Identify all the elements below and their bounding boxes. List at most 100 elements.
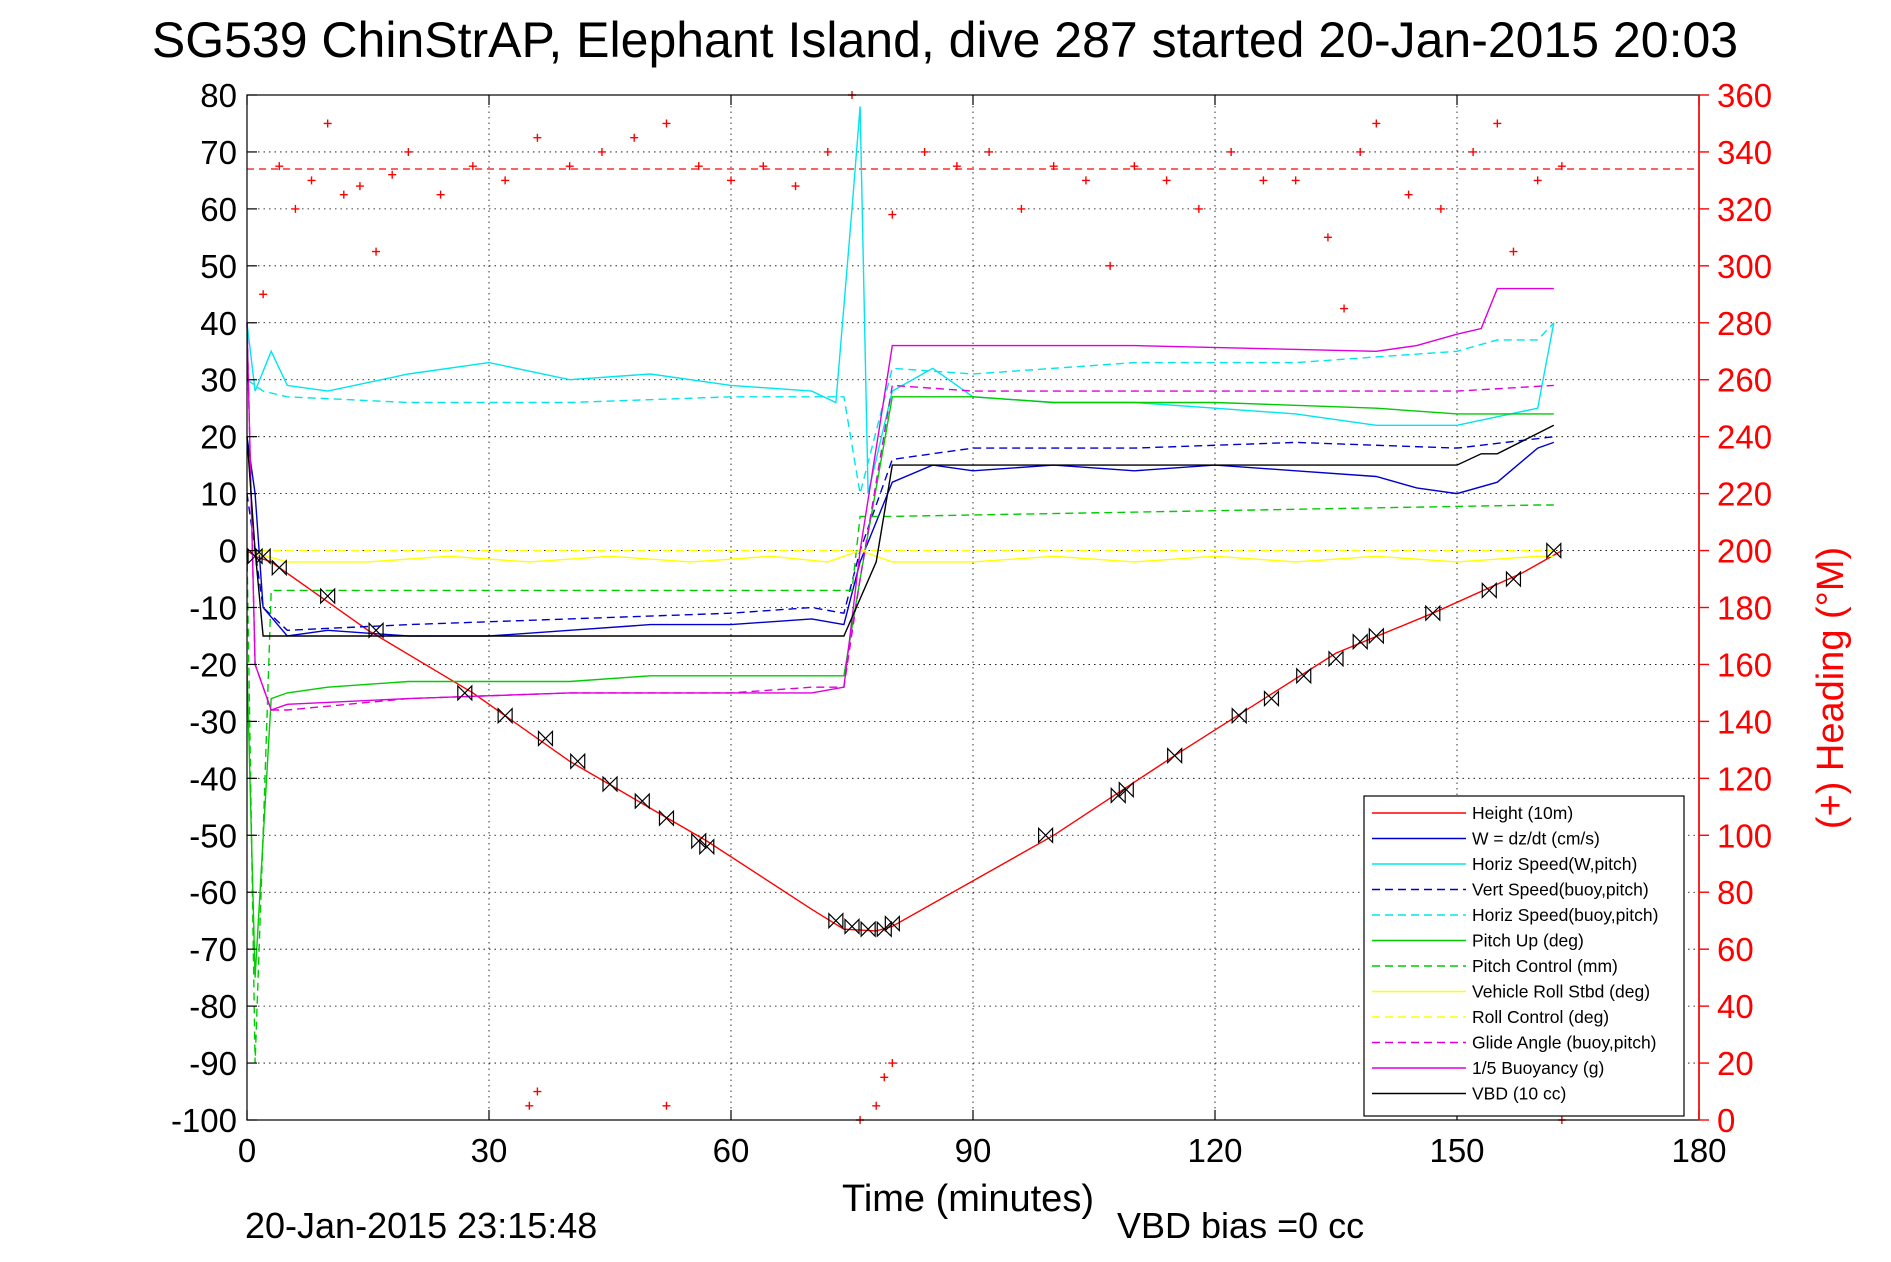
series-line-11 [246, 424, 1555, 637]
heading-point [1372, 119, 1381, 128]
y-tick-label: 20 [200, 419, 237, 456]
heading-point [307, 176, 316, 185]
x-tick-label: 90 [955, 1132, 992, 1169]
heading-point [597, 147, 606, 156]
heading-point [694, 162, 703, 171]
heading-point [1356, 147, 1365, 156]
dive-marker [602, 775, 618, 793]
y2-tick-label: 300 [1717, 248, 1772, 285]
heading-point [1436, 204, 1445, 213]
heading-point [533, 1087, 542, 1096]
x-tick-label: 60 [713, 1132, 750, 1169]
dive-marker [1352, 633, 1368, 651]
dive-marker [457, 684, 473, 702]
heading-markers [259, 91, 1566, 1124]
x-tick-label: 180 [1671, 1132, 1726, 1169]
series-line-5 [246, 396, 1554, 978]
dive-marker [497, 707, 513, 725]
heading-point [952, 162, 961, 171]
dive-marker [884, 915, 900, 932]
heading-point [372, 247, 381, 256]
series-line-4 [246, 322, 1555, 494]
series-layer [246, 106, 1699, 1064]
heading-point [1106, 261, 1115, 270]
dive-marker [1546, 542, 1562, 560]
y-tick-label: 60 [200, 191, 237, 228]
dive-marker [1481, 581, 1497, 599]
series-line-3 [246, 436, 1554, 632]
dive-marker [247, 547, 263, 565]
heading-point [355, 182, 364, 191]
series-line-6 [246, 504, 1554, 1064]
heading-point [1017, 204, 1026, 213]
dive-marker [570, 752, 586, 770]
legend-label: Horiz Speed(W,pitch) [1472, 854, 1637, 874]
legend-box [1363, 795, 1685, 1117]
heading-point [759, 162, 768, 171]
y-tick-label: 80 [200, 77, 237, 114]
dive-marker [1038, 826, 1054, 844]
dive-marker [634, 792, 650, 810]
y-tick-label: 50 [200, 248, 237, 285]
y-tick-label: 0 [219, 533, 237, 570]
x-tick-label: 150 [1429, 1132, 1484, 1169]
heading-point [630, 133, 639, 142]
y-tick-label: -30 [189, 703, 237, 740]
heading-point [888, 1059, 897, 1068]
y-tick-label: -90 [189, 1045, 237, 1082]
heading-point [1081, 176, 1090, 185]
series-line-2 [246, 106, 1555, 494]
heading-point [662, 119, 671, 128]
y2-tick-label: 160 [1717, 646, 1772, 683]
heading-point [291, 204, 300, 213]
series-line-9 [246, 322, 1554, 711]
y-tick-label: 40 [200, 305, 237, 342]
y2-tick-label: 180 [1717, 590, 1772, 627]
heading-point [880, 1073, 889, 1082]
legend-label: Horiz Speed(buoy,pitch) [1472, 905, 1658, 925]
dive-marker [1425, 604, 1441, 622]
y-tick-label: -40 [189, 760, 237, 797]
heading-point [888, 210, 897, 219]
legend: Height (10m) W = dz/dt (cm/s) Horiz Speed(… [1363, 795, 1685, 1117]
x-tick-label: 120 [1187, 1132, 1242, 1169]
y2-tick-label: 20 [1717, 1045, 1754, 1082]
heading-point [525, 1101, 534, 1110]
dive-marker [537, 730, 554, 747]
footer-timestamp: 20-Jan-2015 23:15:48 [245, 1205, 597, 1246]
y2-tick-label: 360 [1717, 77, 1772, 114]
legend-label: Vehicle Roll Stbd (deg) [1472, 982, 1650, 1002]
footer-vbd-bias: VBD bias =0 cc [1117, 1205, 1364, 1246]
series-line-10 [246, 287, 1554, 711]
dive-marker [1167, 747, 1183, 765]
heading-point [1130, 162, 1139, 171]
heading-point [791, 182, 800, 191]
x-tick-label: 30 [471, 1132, 508, 1169]
x-axis-label: Time (minutes) [842, 1178, 1094, 1220]
dive-marker [271, 559, 287, 577]
dive-marker [860, 920, 876, 938]
series-line-0 [246, 549, 1563, 932]
legend-label: VBD (10 cc) [1472, 1084, 1566, 1104]
heading-point [1509, 247, 1518, 256]
heading-point [323, 119, 332, 128]
y2-tick-label: 220 [1717, 476, 1772, 513]
heading-point [1259, 176, 1268, 185]
heading-point [1533, 176, 1542, 185]
y2-tick-label: 280 [1717, 305, 1772, 342]
heading-point [1469, 147, 1478, 156]
y-tick-label: -80 [189, 988, 237, 1025]
y2-tick-label: 260 [1717, 362, 1772, 399]
heading-point [501, 176, 510, 185]
dive-marker [1231, 707, 1247, 725]
heading-point [1493, 119, 1502, 128]
chart-title: SG539 ChinStrAP, Elephant Island, dive 2… [152, 12, 1738, 68]
heading-point [727, 176, 735, 185]
legend-label: Roll Control (deg) [1472, 1007, 1609, 1027]
x-tick-label: 0 [238, 1132, 256, 1169]
axes: 0 30 60 90 120 150 18080706050403020100-10-20-… [171, 77, 1772, 1169]
dive-marker [1118, 781, 1134, 799]
legend-label: 1/5 Buoyancy (g) [1472, 1058, 1604, 1078]
heading-point [565, 162, 574, 171]
heading-point [985, 147, 994, 156]
